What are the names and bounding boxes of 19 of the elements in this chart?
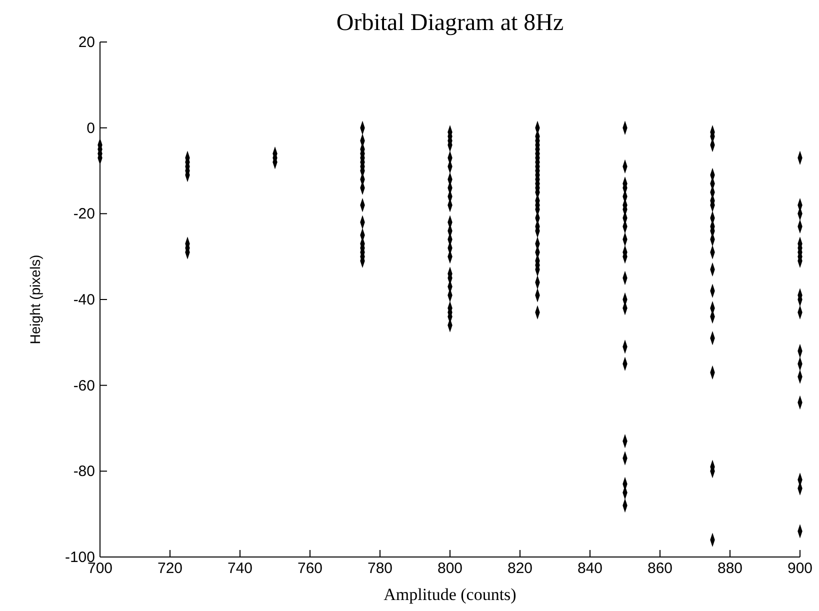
chart-title: Orbital Diagram at 8Hz	[336, 10, 564, 36]
x-tick-label: 860	[647, 560, 673, 577]
x-tick-label: 760	[297, 560, 323, 577]
x-tick-label: 780	[367, 560, 393, 577]
x-axis-title: Amplitude (counts)	[384, 585, 516, 604]
x-tick-label: 900	[787, 560, 813, 577]
y-tick-label: -20	[73, 206, 95, 223]
x-tick-label: 820	[507, 560, 533, 577]
x-tick-label: 720	[157, 560, 183, 577]
x-tick-label: 880	[717, 560, 743, 577]
x-tick-label: 800	[437, 560, 463, 577]
y-tick-label: -80	[73, 463, 95, 480]
x-tick-label: 740	[227, 560, 253, 577]
y-tick-label: -60	[73, 377, 95, 394]
y-tick-label: 0	[86, 120, 95, 137]
y-tick-label: 20	[78, 34, 95, 51]
y-axis-title: Height (pixels)	[27, 254, 43, 344]
x-tick-label: 840	[577, 560, 603, 577]
y-tick-label: -40	[73, 292, 95, 308]
